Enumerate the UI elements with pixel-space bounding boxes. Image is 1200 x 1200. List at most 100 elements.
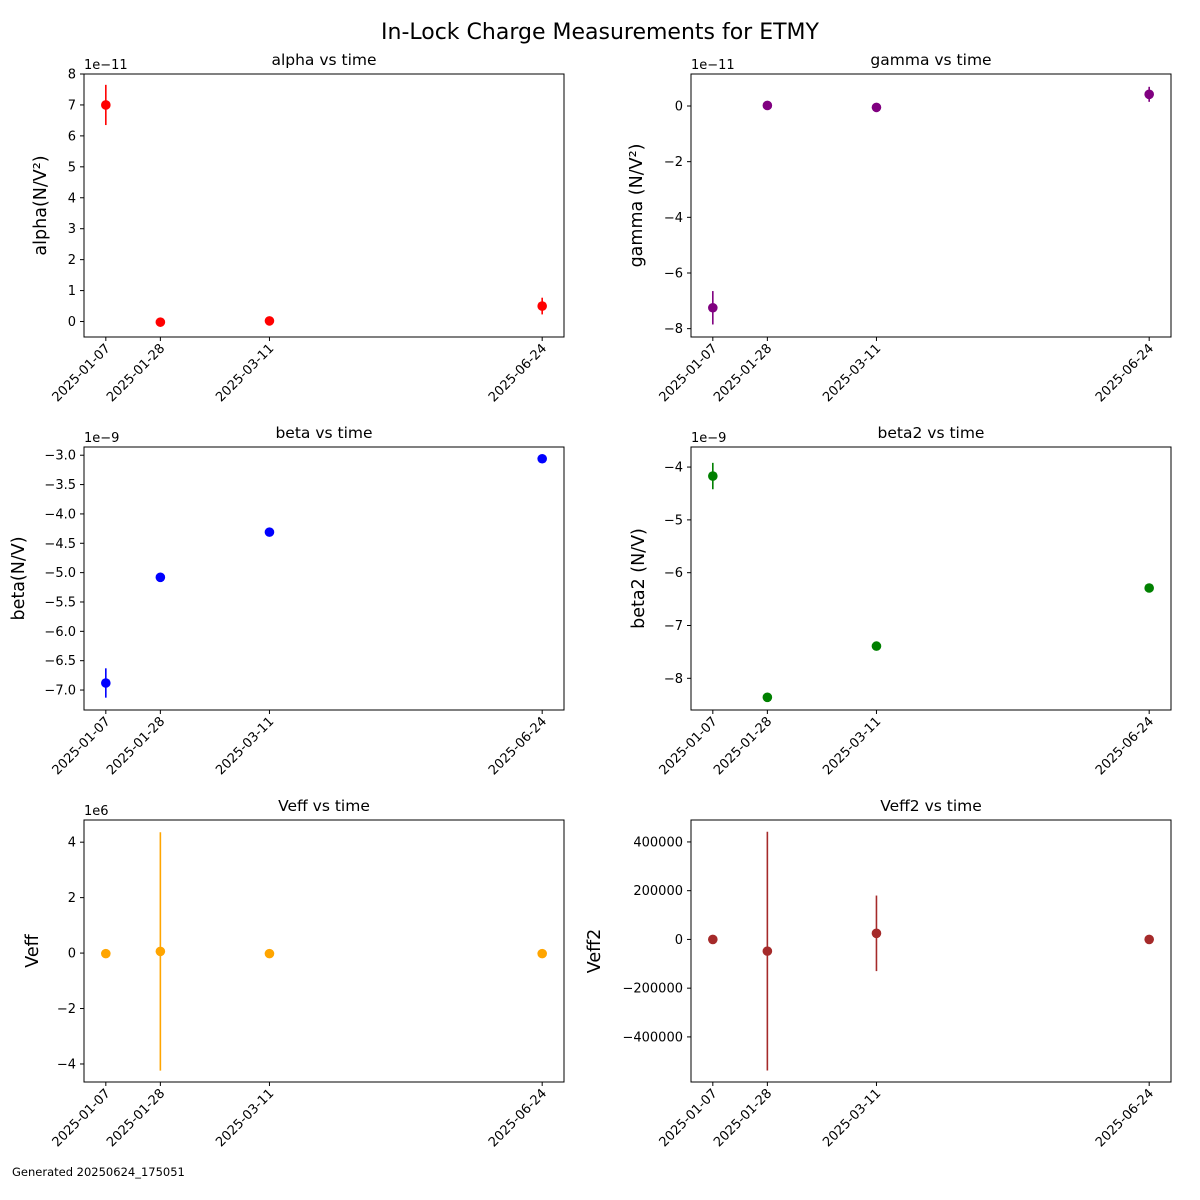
subplot-2: gamma vs time 1e−11 gamma (N/V²) −8 −6 −4 −2 0 2… (627, 51, 1172, 405)
axes-frame (690, 73, 1172, 338)
data-point (155, 946, 166, 957)
y-tick-label: 2 (68, 253, 76, 268)
y-tick-label: 3 (68, 222, 76, 237)
x-tick-label: 2025-06-24 (1093, 341, 1157, 405)
y-tick-label: −200000 (622, 982, 683, 997)
data-point (708, 302, 718, 313)
y-tick-label: −6.0 (44, 625, 76, 640)
subplot-title: gamma vs time (870, 51, 991, 69)
x-tick-label: 2025-03-11 (820, 714, 884, 778)
x-tick-label: 2025-01-28 (711, 1086, 775, 1150)
data-point (1144, 583, 1154, 593)
y-tick-label: 7 (68, 98, 76, 113)
axes-frame (690, 446, 1172, 711)
data-point (762, 100, 773, 111)
axis-offset-label: 1e−11 (691, 58, 735, 73)
x-tick-label: 2025-01-28 (104, 1086, 168, 1150)
y-tick-label: −4 (57, 1057, 76, 1072)
x-tick-label: 2025-03-11 (213, 1086, 277, 1150)
data-point (762, 692, 773, 703)
data-point (708, 471, 718, 481)
axis-offset-label: 1e6 (84, 804, 109, 819)
y-axis-label: beta(N/V) (9, 536, 29, 620)
axes-frame (83, 446, 565, 711)
x-tick-label: 2025-03-11 (213, 714, 277, 778)
y-tick-label: 0 (675, 100, 683, 115)
data-point (708, 934, 718, 945)
data-point (1144, 89, 1154, 100)
y-tick-label: −5 (664, 513, 683, 528)
y-axis-label: Veff (23, 933, 43, 967)
y-tick-label: 5 (68, 160, 76, 175)
y-tick-label: 8 (68, 68, 76, 83)
x-tick-label: 2025-06-24 (486, 1086, 550, 1150)
y-axis-label: beta2 (N/V) (629, 528, 649, 629)
data-point (871, 641, 882, 651)
y-axis-label: gamma (N/V²) (627, 144, 647, 268)
axes-frame (83, 73, 565, 338)
x-tick-label: 2025-06-24 (1093, 714, 1157, 778)
data-point (101, 100, 111, 110)
y-axis-label: Veff2 (585, 929, 605, 974)
data-point (101, 948, 111, 959)
data-point (871, 928, 882, 939)
y-tick-label: 6 (68, 129, 76, 144)
y-tick-label: 400000 (633, 835, 683, 850)
data-point (155, 317, 166, 327)
y-tick-label: 0 (68, 947, 76, 962)
subplot-4: beta2 vs time 1e−9 beta2 (N/V) −8 −7 −6 −5 −4 20… (629, 424, 1172, 778)
y-tick-label: −6 (664, 566, 683, 581)
axis-offset-label: 1e−9 (84, 431, 119, 446)
subplot-1: alpha vs time 1e−11 alpha(N/V²) 0 1 2 3 4 5 6 7 8 20… (31, 51, 565, 405)
y-tick-label: 200000 (633, 884, 683, 899)
y-tick-label: 0 (68, 315, 76, 330)
y-tick-label: 0 (675, 933, 683, 948)
y-tick-label: −8 (664, 672, 683, 687)
subplot-title: beta2 vs time (878, 424, 985, 442)
y-tick-label: −4 (664, 461, 683, 476)
y-tick-label: −7.0 (44, 684, 76, 699)
data-point (762, 946, 773, 956)
y-tick-label: −2 (664, 155, 683, 170)
y-tick-label: −4 (664, 211, 683, 226)
y-tick-label: −3.0 (44, 449, 76, 464)
generated-timestamp: Generated 20250624_175051 (12, 1165, 185, 1179)
subplot-5: Veff vs time1e6Veff−4−20242025-01-072025… (23, 797, 565, 1150)
y-tick-label: −4.5 (44, 537, 76, 552)
data-point (1144, 934, 1154, 945)
y-tick-label: 1 (68, 284, 76, 299)
subplot-title: beta vs time (275, 424, 372, 442)
y-tick-label: −5.5 (44, 595, 76, 610)
axes-frame (83, 819, 565, 1083)
x-tick-label: 2025-06-24 (486, 714, 550, 778)
y-tick-label: −7 (664, 619, 683, 634)
x-tick-label: 2025-03-11 (820, 341, 884, 405)
y-axis-label: alpha(N/V²) (31, 155, 51, 255)
y-tick-label: −2 (57, 1002, 76, 1017)
x-tick-label: 2025-01-28 (104, 714, 168, 778)
data-point (264, 948, 275, 959)
data-point (101, 678, 111, 688)
figure-title: In-Lock Charge Measurements for ETMY (381, 20, 819, 45)
y-tick-label: −6 (664, 266, 683, 281)
axis-offset-label: 1e−9 (691, 431, 726, 446)
y-tick-label: −4.0 (44, 507, 76, 522)
y-tick-label: −5.0 (44, 566, 76, 581)
x-tick-label: 2025-01-28 (104, 341, 168, 405)
subplot-title: Veff vs time (278, 797, 370, 815)
y-tick-label: −6.5 (44, 654, 76, 669)
y-tick-label: −400000 (622, 1030, 683, 1045)
axis-offset-label: 1e−11 (84, 58, 128, 73)
axes-frame (690, 819, 1172, 1083)
data-point (537, 948, 547, 959)
subplot-title: Veff2 vs time (880, 797, 982, 815)
x-tick-label: 2025-03-11 (820, 1086, 884, 1150)
subplot-3: beta vs time 1e−9 beta(N/V) −7.0 −6.5 −6.0 −5.… (9, 424, 565, 778)
y-tick-label: 4 (68, 191, 76, 206)
data-point (537, 453, 547, 464)
y-tick-label: −3.5 (44, 478, 76, 493)
x-tick-label: 2025-06-24 (1093, 1086, 1157, 1150)
x-tick-label: 2025-01-28 (711, 714, 775, 778)
x-tick-label: 2025-06-24 (486, 341, 550, 405)
subplot-title: alpha vs time (271, 51, 376, 69)
